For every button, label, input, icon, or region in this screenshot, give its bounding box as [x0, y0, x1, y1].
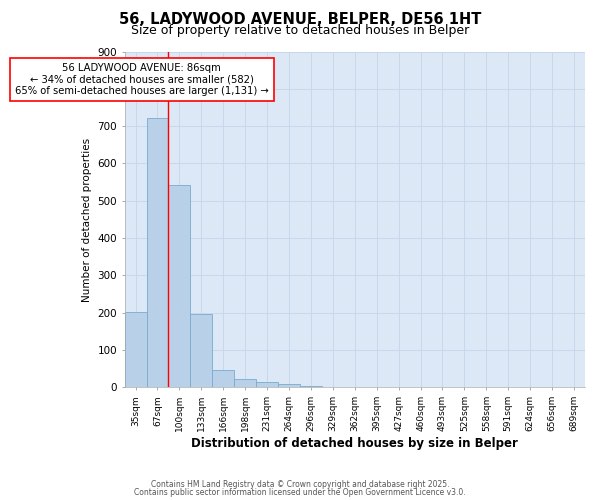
Y-axis label: Number of detached properties: Number of detached properties [82, 138, 92, 302]
X-axis label: Distribution of detached houses by size in Belper: Distribution of detached houses by size … [191, 437, 518, 450]
Text: Size of property relative to detached houses in Belper: Size of property relative to detached ho… [131, 24, 469, 37]
Text: Contains HM Land Registry data © Crown copyright and database right 2025.: Contains HM Land Registry data © Crown c… [151, 480, 449, 489]
Bar [146, 118, 169, 388]
Bar [234, 379, 256, 388]
Text: 56, LADYWOOD AVENUE, BELPER, DE56 1HT: 56, LADYWOOD AVENUE, BELPER, DE56 1HT [119, 12, 481, 28]
Bar [212, 370, 234, 388]
Text: Contains public sector information licensed under the Open Government Licence v3: Contains public sector information licen… [134, 488, 466, 497]
Bar [256, 382, 278, 388]
Bar [169, 185, 190, 388]
Bar [278, 384, 300, 388]
Bar [300, 386, 322, 388]
Text: 56 LADYWOOD AVENUE: 86sqm
← 34% of detached houses are smaller (582)
65% of semi: 56 LADYWOOD AVENUE: 86sqm ← 34% of detac… [15, 62, 269, 96]
Bar [125, 312, 146, 388]
Bar [190, 314, 212, 388]
